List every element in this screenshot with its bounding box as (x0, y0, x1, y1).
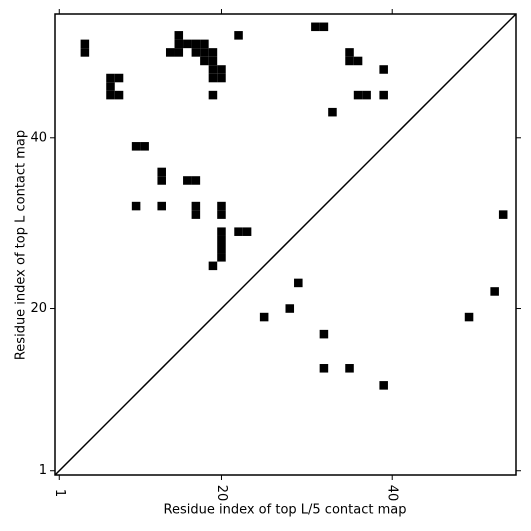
contact-cell (191, 48, 201, 57)
contact-cell (208, 56, 218, 66)
y-tick-label: 40 (30, 130, 47, 145)
contact-cell (157, 167, 166, 177)
contact-cell (379, 90, 388, 100)
plot-frame (54, 13, 517, 476)
contact-cell (464, 312, 474, 322)
contact-cell (174, 31, 184, 40)
contact-cell (285, 304, 295, 313)
diagonal-line (54, 13, 517, 476)
contact-cell (319, 22, 329, 32)
contact-cell (490, 287, 499, 296)
contact-cell (217, 65, 226, 74)
contact-cell (200, 48, 209, 57)
contact-cell (80, 39, 90, 49)
contact-cell (157, 176, 166, 185)
contact-cell (362, 90, 371, 100)
contact-cell (345, 364, 354, 373)
contact-cell (345, 56, 354, 66)
contact-cell (191, 210, 201, 219)
contact-cell (217, 210, 226, 219)
contact-cell (379, 65, 388, 74)
contact-cell (191, 201, 201, 211)
contact-cell (174, 48, 184, 57)
contact-cell (183, 176, 192, 185)
contact-cell (353, 56, 363, 66)
contact-cell (208, 73, 218, 83)
contact-cell (234, 31, 243, 40)
x-tick-label: 20 (214, 485, 229, 502)
contact-cell (345, 48, 354, 57)
contact-cell (131, 201, 141, 211)
contact-cell (140, 142, 149, 151)
y-axis-label: Residue index of top L contact map (14, 130, 29, 360)
x-axis-label: Residue index of top L/5 contact map (164, 503, 407, 518)
contact-cell (217, 201, 226, 211)
contact-cell (200, 56, 209, 66)
contact-cell (353, 90, 363, 100)
contact-cell (200, 39, 209, 49)
contact-cell (80, 48, 90, 57)
contact-cell (208, 90, 218, 100)
contact-cell (319, 329, 329, 339)
contact-cell (208, 48, 218, 57)
contact-cell (131, 142, 141, 151)
contact-cell (311, 22, 320, 32)
contact-cell (217, 73, 226, 83)
x-tick-label: 40 (385, 485, 400, 502)
contact-cell (217, 235, 226, 245)
contact-cell (319, 364, 329, 373)
contact-cell (242, 227, 252, 236)
contact-cell (328, 107, 337, 117)
contact-cell (259, 312, 269, 322)
x-tick-label: 1 (52, 489, 67, 497)
contact-cell (114, 90, 124, 100)
contact-cell (106, 82, 115, 91)
contact-cell (191, 176, 201, 185)
contact-cell (498, 210, 508, 219)
contact-cell (183, 39, 192, 49)
contact-cell (191, 39, 201, 49)
contact-cell (217, 227, 226, 236)
contact-cell (157, 201, 166, 211)
contact-cell (106, 73, 115, 83)
contact-cell (208, 65, 218, 74)
contact-cell (106, 90, 115, 100)
y-tick-label: 20 (30, 301, 47, 316)
contact-cell (379, 381, 388, 390)
contact-cell (208, 261, 218, 271)
contact-cell (217, 244, 226, 254)
contact-cell (234, 227, 243, 236)
contact-cell (217, 253, 226, 262)
contact-cell (114, 73, 124, 83)
contact-cell (165, 48, 175, 57)
contact-cell (174, 39, 184, 49)
y-tick-label: 1 (39, 463, 47, 478)
contact-cell (294, 278, 303, 288)
